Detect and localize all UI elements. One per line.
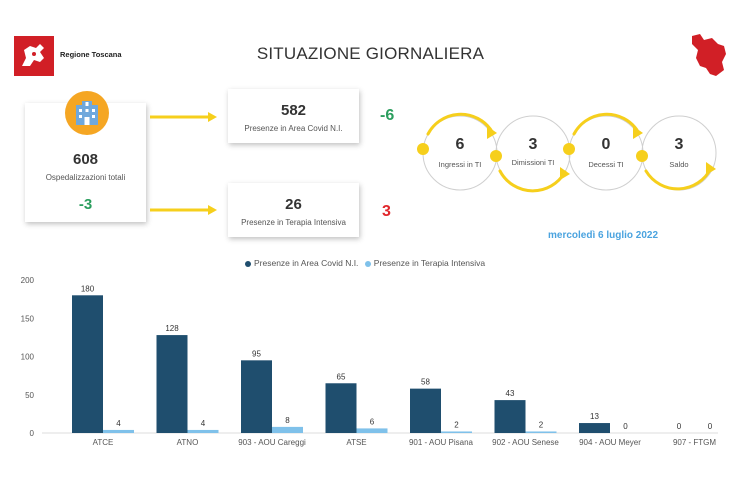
- data-label-covid: 65: [337, 372, 346, 381]
- data-label-ti: 6: [370, 417, 375, 426]
- hospital-icon: [65, 91, 109, 135]
- chart-legend: Presenze in Area Covid N.I. Presenze in …: [245, 258, 485, 268]
- y-tick-label: 50: [25, 391, 34, 400]
- dimissioni-label: Dimissioni TI: [511, 158, 555, 167]
- ingressi-value: 6: [455, 136, 465, 153]
- ingressi-label: Ingressi in TI: [438, 160, 482, 169]
- bar-covid: [241, 360, 272, 433]
- covid-area-card: 582 Presenze in Area Covid N.I.: [228, 89, 359, 143]
- report-date: mercoledì 6 luglio 2022: [548, 230, 659, 241]
- logo-label: Regione Toscana: [60, 50, 122, 59]
- legend-label-covid: Presenze in Area Covid N.I.: [254, 258, 359, 268]
- decessi-value: 0: [601, 136, 611, 153]
- y-tick-label: 100: [21, 353, 35, 362]
- bar-ti: [272, 426, 303, 433]
- data-label-ti: 4: [201, 419, 206, 428]
- x-tick-label: 904 - AOU Meyer: [579, 438, 641, 447]
- bar-covid: [325, 383, 357, 433]
- bar-ti: [441, 431, 472, 433]
- bar-ti: [356, 428, 388, 433]
- covid-delta: -6: [380, 107, 395, 124]
- page-title: SITUAZIONE GIORNALIERA: [256, 44, 485, 63]
- bar-ti: [103, 429, 134, 433]
- x-tick-label: 903 - AOU Careggi: [238, 438, 306, 447]
- saldo-value: 3: [674, 136, 684, 153]
- tuscany-map-icon: [692, 34, 726, 76]
- total-delta: -3: [78, 196, 93, 213]
- data-label-ti: 4: [116, 419, 121, 428]
- total-label: Ospedalizzazioni totali: [45, 173, 126, 182]
- y-tick-label: 0: [30, 429, 35, 438]
- regione-toscana-logo: [14, 36, 54, 76]
- bar-covid: [156, 335, 188, 433]
- ti-delta: 3: [382, 203, 391, 220]
- data-label-covid: 180: [81, 284, 95, 293]
- x-tick-label: 902 - AOU Senese: [492, 438, 559, 447]
- data-label-covid: 43: [506, 389, 515, 398]
- total-hospitalizations-card: 608 Ospedalizzazioni totali -3: [25, 91, 146, 222]
- total-value: 608: [72, 151, 99, 168]
- x-tick-label: 907 - FTGM: [673, 438, 716, 447]
- bar-covid: [410, 388, 441, 433]
- y-tick-label: 200: [21, 276, 35, 285]
- legend-swatch-covid: [245, 260, 251, 267]
- data-label-covid: 95: [252, 349, 261, 358]
- data-label-covid: 0: [677, 422, 682, 431]
- decessi-label: Decessi TI: [588, 160, 624, 169]
- data-label-ti: 0: [708, 422, 713, 431]
- data-label-ti: 2: [539, 420, 544, 429]
- saldo-label: Saldo: [669, 160, 689, 169]
- bar-covid: [494, 400, 526, 433]
- legend-swatch-ti: [364, 260, 371, 267]
- data-label-ti: 0: [623, 422, 628, 431]
- covid-value: 582: [280, 102, 307, 119]
- bar-ti: [187, 429, 219, 433]
- data-label-covid: 58: [421, 378, 430, 387]
- data-label-covid: 13: [590, 412, 599, 421]
- y-tick-label: 150: [21, 314, 35, 323]
- bar-ti: [525, 431, 557, 433]
- intensive-care-card: 26 Presenze in Terapia Intensiva: [228, 183, 359, 237]
- ti-value: 26: [285, 196, 302, 213]
- data-label-ti: 2: [454, 420, 459, 429]
- dimissioni-value: 3: [528, 136, 538, 153]
- legend-label-ti: Presenze in Terapia Intensiva: [373, 258, 486, 268]
- bar-covid: [72, 295, 103, 433]
- x-tick-label: ATNO: [177, 438, 199, 447]
- x-tick-label: ATCE: [93, 438, 114, 447]
- ti-label: Presenze in Terapia Intensiva: [241, 218, 346, 227]
- data-label-covid: 128: [165, 324, 179, 333]
- x-tick-label: ATSE: [346, 438, 366, 447]
- x-tick-label: 901 - AOU Pisana: [409, 438, 474, 447]
- bar-covid: [579, 423, 610, 433]
- covid-label: Presenze in Area Covid N.I.: [244, 124, 343, 133]
- data-label-ti: 8: [285, 416, 290, 425]
